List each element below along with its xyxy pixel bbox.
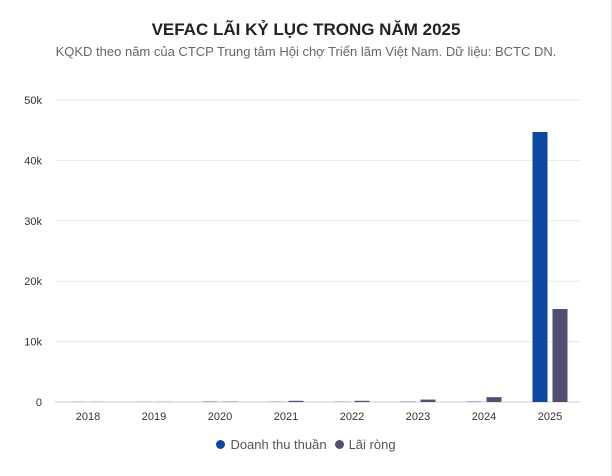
chart-subtitle: KQKD theo năm của CTCP Trung tâm Hội chợ… — [55, 44, 557, 59]
y-tick-label: 30k — [24, 216, 42, 228]
legend-marker-icon — [216, 440, 226, 449]
legend-marker-icon — [334, 440, 344, 449]
x-tick-label: 2019 — [142, 411, 166, 423]
x-tick-label: 2022 — [340, 411, 364, 423]
x-tick-label: 2021 — [274, 411, 298, 423]
y-tick-label: 0 — [36, 397, 42, 409]
x-tick-label: 2018 — [76, 411, 100, 423]
bar-net-profit — [486, 397, 502, 402]
y-tick-label: 40k — [24, 155, 42, 167]
legend-item[interactable]: Lãi ròng — [334, 437, 396, 452]
bar-revenue — [532, 132, 548, 402]
x-tick-label: 2020 — [208, 411, 232, 423]
x-tick-label: 2025 — [538, 411, 562, 423]
x-tick-label: 2023 — [406, 411, 430, 423]
bar-net-profit — [552, 308, 568, 402]
legend: Doanh thu thuần Lãi ròng — [0, 437, 612, 452]
bar-net-profit — [354, 400, 370, 402]
legend-label: Lãi ròng — [348, 437, 396, 452]
y-tick-label: 50k — [24, 95, 42, 107]
legend-item[interactable]: Doanh thu thuần — [216, 437, 327, 452]
legend-label: Doanh thu thuần — [230, 437, 327, 452]
y-tick-label: 10k — [24, 337, 42, 349]
bar-net-profit — [420, 399, 436, 402]
chart-title: VEFAC LÃI KỶ LỤC TRONG NĂM 2025 — [151, 20, 461, 39]
x-tick-label: 2024 — [472, 411, 496, 423]
bar-net-profit — [288, 400, 304, 402]
plot-area: 0 10k 20k 30k 40k 50k 2018 2019 2020 2021 2022 2023… — [24, 95, 580, 423]
y-tick-label: 20k — [24, 276, 42, 288]
